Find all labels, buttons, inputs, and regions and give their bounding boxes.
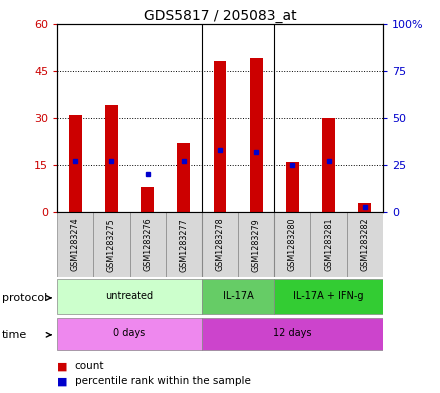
Bar <box>105 105 118 212</box>
Title: GDS5817 / 205083_at: GDS5817 / 205083_at <box>144 9 296 22</box>
Bar <box>69 115 82 212</box>
Bar <box>359 203 371 212</box>
Bar <box>347 212 383 277</box>
Bar <box>250 58 263 212</box>
Text: GSM1283277: GSM1283277 <box>180 218 188 272</box>
Text: GSM1283281: GSM1283281 <box>324 218 333 272</box>
Bar <box>274 279 383 314</box>
Bar <box>141 187 154 212</box>
Bar <box>166 212 202 277</box>
Text: GSM1283282: GSM1283282 <box>360 218 369 272</box>
Bar <box>57 279 202 314</box>
Text: 0 days: 0 days <box>114 328 146 338</box>
Text: GSM1283278: GSM1283278 <box>216 218 224 272</box>
Text: GSM1283275: GSM1283275 <box>107 218 116 272</box>
Text: percentile rank within the sample: percentile rank within the sample <box>75 376 251 386</box>
Text: IL-17A + IFN-g: IL-17A + IFN-g <box>293 291 364 301</box>
Bar <box>238 212 274 277</box>
Text: GSM1283276: GSM1283276 <box>143 218 152 272</box>
Text: GSM1283279: GSM1283279 <box>252 218 260 272</box>
Text: GSM1283280: GSM1283280 <box>288 218 297 272</box>
Bar <box>202 318 383 350</box>
Bar <box>177 143 190 212</box>
Text: untreated: untreated <box>106 291 154 301</box>
Bar <box>57 212 93 277</box>
Text: count: count <box>75 361 104 371</box>
Bar <box>311 212 347 277</box>
Bar <box>57 318 202 350</box>
Bar <box>286 162 299 212</box>
Bar <box>214 61 226 212</box>
Text: time: time <box>2 330 27 340</box>
Bar <box>274 212 311 277</box>
Text: IL-17A: IL-17A <box>223 291 253 301</box>
Text: ■: ■ <box>57 376 68 386</box>
Text: ■: ■ <box>57 361 68 371</box>
Bar <box>202 212 238 277</box>
Text: protocol: protocol <box>2 293 48 303</box>
Bar <box>202 279 274 314</box>
Text: GSM1283274: GSM1283274 <box>71 218 80 272</box>
Text: 12 days: 12 days <box>273 328 312 338</box>
Bar <box>129 212 166 277</box>
Bar <box>93 212 129 277</box>
Bar <box>322 118 335 212</box>
